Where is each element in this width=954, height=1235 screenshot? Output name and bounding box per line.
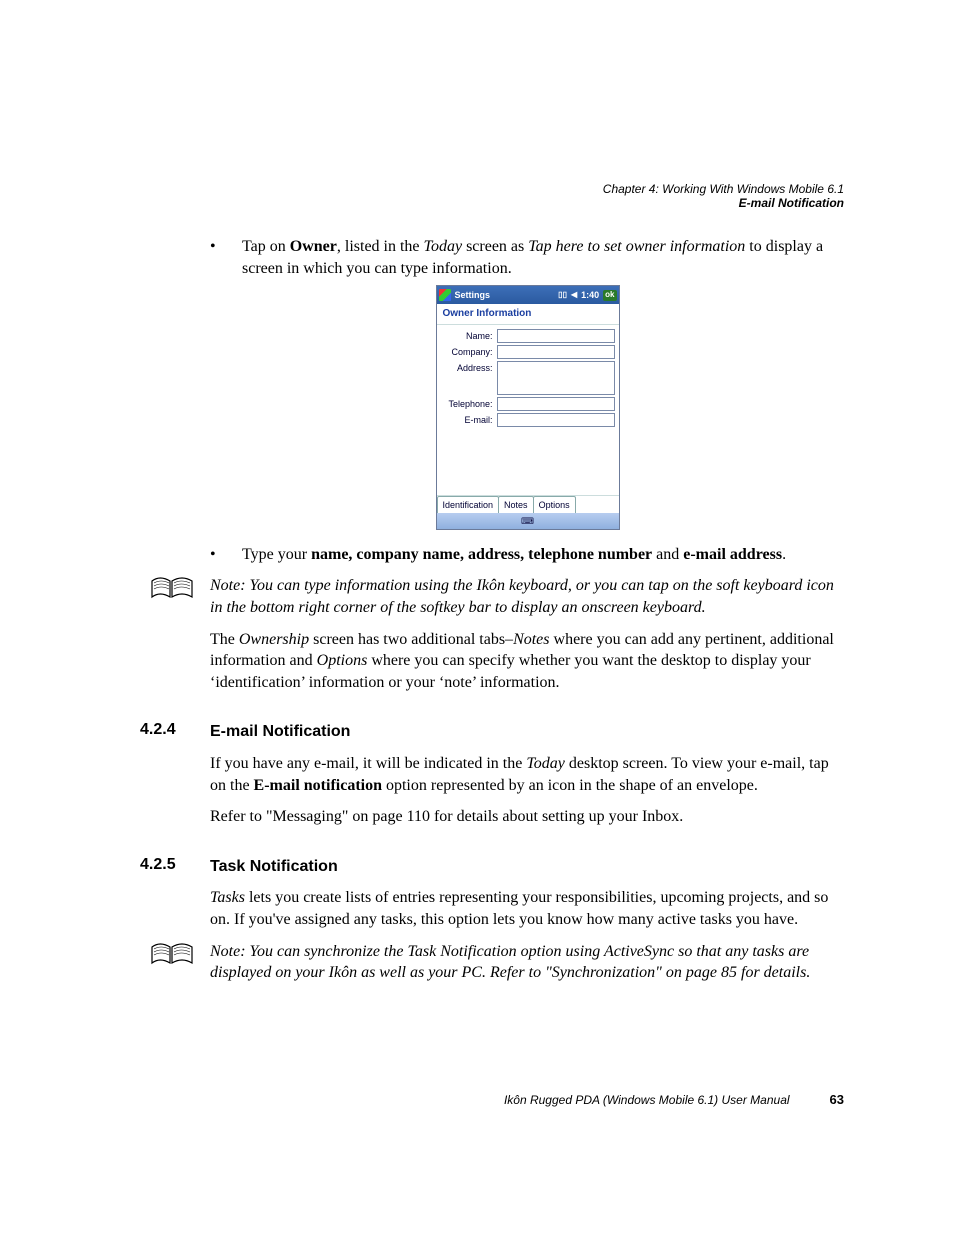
text: and (652, 546, 683, 563)
bullet-marker: • (210, 236, 242, 279)
text: . (782, 546, 786, 563)
text: The (210, 631, 239, 648)
pda-blank-area (437, 431, 619, 495)
section-heading: E-mail Notification (210, 721, 845, 743)
text-bold: Owner (290, 238, 337, 255)
text: screen as (462, 238, 528, 255)
bullet-text: Type your name, company name, address, t… (242, 544, 845, 566)
text: If you have any e-mail, it will be indic… (210, 755, 526, 772)
bullet-text: Tap on Owner, listed in the Today screen… (242, 236, 845, 279)
text-italic: Ownership (239, 631, 309, 648)
company-field[interactable] (497, 345, 615, 359)
pda-app-title: Settings (455, 289, 491, 301)
body-paragraph: If you have any e-mail, it will be indic… (210, 753, 845, 796)
section-line: E-mail Notification (603, 196, 844, 210)
tab-options[interactable]: Options (533, 496, 576, 513)
volume-icon: ◀ (571, 290, 577, 301)
text-italic: Tasks (210, 889, 245, 906)
telephone-field[interactable] (497, 397, 615, 411)
page-footer: Ikôn Rugged PDA (Windows Mobile 6.1) Use… (140, 1092, 844, 1107)
text: Tap on (242, 238, 290, 255)
address-field[interactable] (497, 361, 615, 395)
body-paragraph: Refer to "Messaging" on page 110 for det… (210, 806, 845, 828)
section-number: 4.2.5 (140, 856, 176, 874)
text-bold: name, company name, address, telephone n… (311, 546, 652, 563)
text: , listed in the (337, 238, 424, 255)
chapter-line: Chapter 4: Working With Windows Mobile 6… (603, 182, 844, 196)
name-label: Name: (441, 329, 497, 342)
instruction-bullet: • Type your name, company name, address,… (210, 544, 845, 566)
body-paragraph: Tasks lets you create lists of entries r… (210, 887, 845, 930)
pda-screenshot: Settings ▯▯ ◀ 1:40 ok Owner Information … (436, 285, 620, 530)
pda-softkey-bar: ⌨ (437, 513, 619, 529)
pda-screen-title: Owner Information (437, 304, 619, 325)
ok-button[interactable]: ok (603, 290, 616, 301)
start-flag-icon (439, 289, 451, 301)
signal-icon: ▯▯ (558, 290, 567, 301)
note-paragraph: Note: You can synchronize the Task Notif… (210, 941, 845, 984)
keyboard-icon[interactable]: ⌨ (521, 515, 534, 527)
book-note-icon (150, 573, 194, 603)
text-italic: Today (424, 238, 463, 255)
text: screen has two additional tabs– (309, 631, 513, 648)
name-field[interactable] (497, 329, 615, 343)
book-note-icon (150, 939, 194, 969)
instruction-bullet: • Tap on Owner, listed in the Today scre… (210, 236, 845, 279)
body-paragraph: The Ownership screen has two additional … (210, 629, 845, 694)
pda-tabs: Identification Notes Options (437, 495, 619, 513)
email-field[interactable] (497, 413, 615, 427)
text-italic: Tap here to set owner information (528, 238, 745, 255)
text-italic: Options (317, 652, 368, 669)
section-heading: Task Notification (210, 856, 845, 878)
text-italic: Today (526, 755, 565, 772)
footer-title: Ikôn Rugged PDA (Windows Mobile 6.1) Use… (504, 1093, 790, 1107)
page-number: 63 (830, 1092, 844, 1107)
telephone-label: Telephone: (441, 397, 497, 410)
text-italic: Notes (513, 631, 549, 648)
page-header: Chapter 4: Working With Windows Mobile 6… (603, 182, 844, 210)
text-bold: e-mail address (683, 546, 782, 563)
text-bold: E-mail notification (254, 777, 382, 794)
tab-identification[interactable]: Identification (437, 496, 500, 513)
text: lets you create lists of entries represe… (210, 889, 828, 928)
pda-titlebar: Settings ▯▯ ◀ 1:40 ok (437, 286, 619, 304)
bullet-marker: • (210, 544, 242, 566)
address-label: Address: (441, 361, 497, 374)
tab-notes[interactable]: Notes (498, 496, 534, 513)
section-number: 4.2.4 (140, 721, 176, 739)
pda-clock: 1:40 (581, 289, 599, 301)
note-paragraph: Note: You can type information using the… (210, 575, 845, 618)
text: option represented by an icon in the sha… (382, 777, 758, 794)
text: Type your (242, 546, 311, 563)
company-label: Company: (441, 345, 497, 358)
section-title-text: E-mail Notification (210, 723, 350, 740)
pda-form: Name: Company: Address: Telephone: E-mai… (437, 325, 619, 431)
section-title-text: Task Notification (210, 858, 338, 875)
email-label: E-mail: (441, 413, 497, 426)
